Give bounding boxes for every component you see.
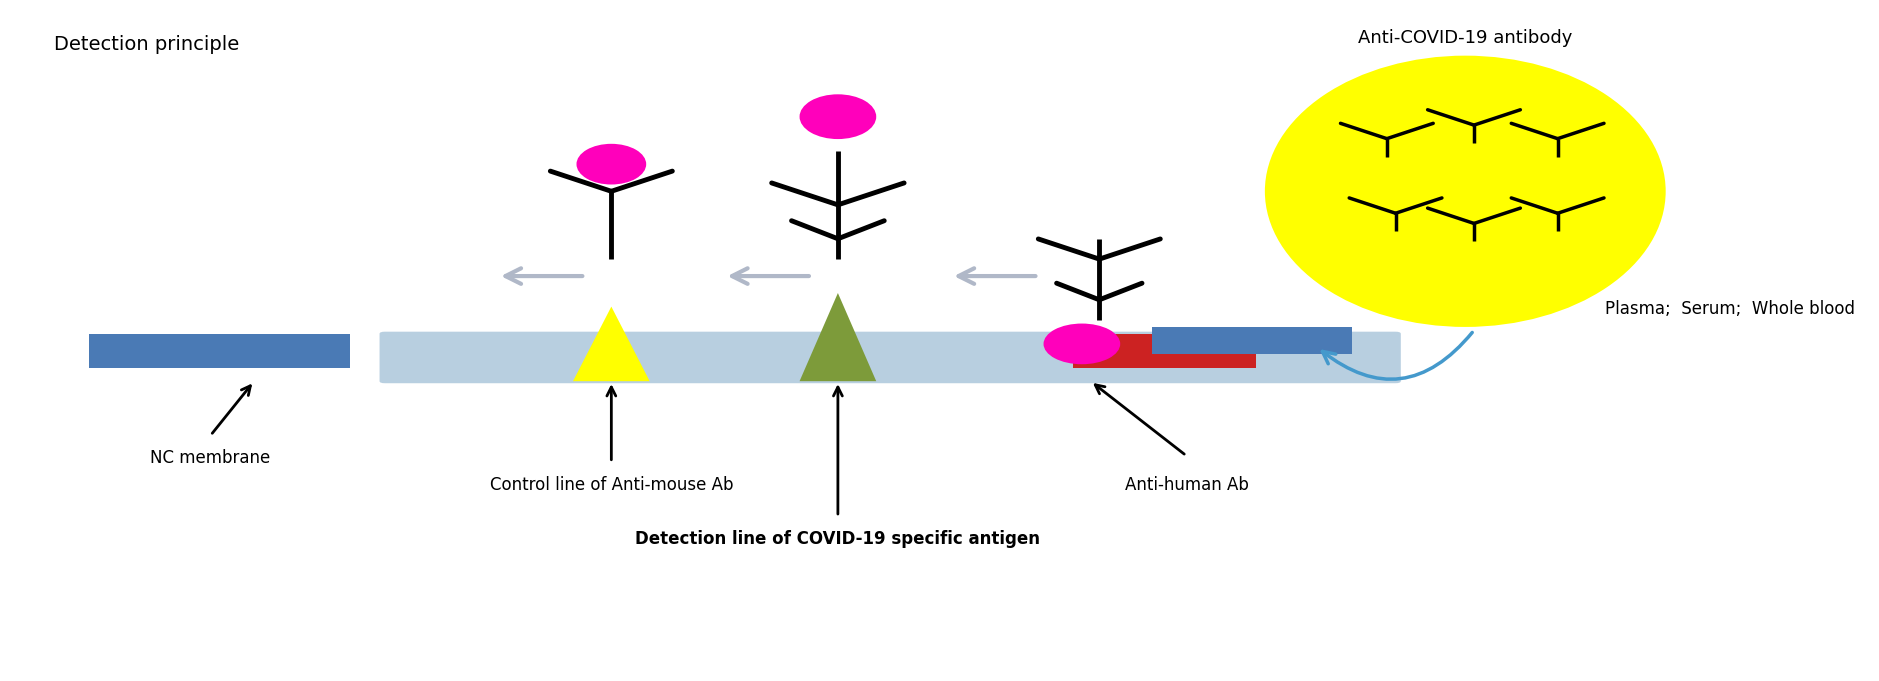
Text: Detection line of COVID-19 specific antigen: Detection line of COVID-19 specific anti…	[635, 530, 1041, 548]
Ellipse shape	[800, 94, 876, 139]
Polygon shape	[800, 293, 876, 381]
FancyArrowPatch shape	[1323, 332, 1473, 379]
Ellipse shape	[1043, 323, 1120, 364]
Text: Plasma;  Serum;  Whole blood: Plasma; Serum; Whole blood	[1605, 300, 1855, 318]
Text: Control line of Anti-mouse Ab: Control line of Anti-mouse Ab	[490, 476, 733, 494]
Text: Anti-COVID-19 antibody: Anti-COVID-19 antibody	[1359, 29, 1573, 46]
Bar	[1152, 327, 1353, 354]
Ellipse shape	[1265, 56, 1665, 327]
Polygon shape	[573, 306, 650, 381]
Ellipse shape	[577, 144, 646, 185]
Text: Detection principle: Detection principle	[54, 35, 239, 54]
Text: NC membrane: NC membrane	[150, 449, 271, 467]
Bar	[1073, 334, 1257, 368]
FancyBboxPatch shape	[380, 332, 1400, 383]
Bar	[88, 334, 349, 368]
Text: Anti-human Ab: Anti-human Ab	[1124, 476, 1248, 494]
